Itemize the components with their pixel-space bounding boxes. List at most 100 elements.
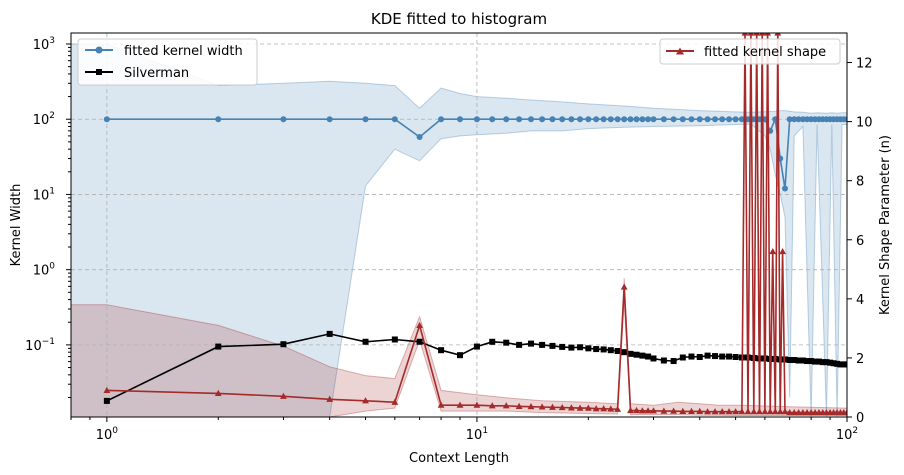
point-0-28 [645, 116, 652, 123]
y-right-tick-label-3: 6 [856, 234, 864, 249]
point-1-31 [670, 358, 677, 365]
point-2-72 [843, 408, 847, 416]
point-2-57 [786, 408, 794, 416]
point-2-14 [538, 403, 546, 410]
point-0-2 [280, 116, 287, 123]
point-2-32 [679, 407, 687, 414]
point-2-20 [592, 405, 600, 412]
point-2-42 [744, 408, 752, 415]
legend-silverman-label: Silverman [124, 66, 189, 81]
point-1-3 [326, 330, 333, 337]
y-axis-left-label: Kernel Width [9, 184, 24, 267]
point-2-44 [750, 408, 758, 415]
point-0-31 [670, 116, 677, 123]
point-1-28 [645, 353, 652, 360]
point-2-22 [607, 405, 615, 412]
point-1-33 [688, 353, 695, 360]
point-1-37 [719, 353, 726, 360]
point-2-3 [326, 395, 334, 402]
point-0-11 [503, 116, 510, 123]
legend-left: fitted kernel width Silverman [77, 38, 258, 86]
point-2-37 [718, 408, 726, 415]
point-1-6 [416, 338, 423, 345]
point-0-26 [633, 116, 640, 123]
point-2-1 [214, 389, 222, 396]
point-2-51 [769, 247, 777, 255]
point-0-48 [782, 185, 789, 192]
y-right-tick-label-5: 10 [856, 116, 873, 131]
point-1-21 [600, 346, 607, 353]
point-1-29 [650, 355, 657, 362]
point-2-24 [620, 283, 628, 290]
point-0-23 [614, 116, 621, 123]
point-1-13 [528, 340, 535, 347]
point-0-22 [607, 116, 614, 123]
point-1-38 [726, 353, 733, 360]
point-2-18 [576, 404, 584, 411]
point-2-17 [567, 404, 575, 411]
point-1-53 [804, 358, 811, 365]
point-1-59 [827, 359, 834, 366]
point-2-35 [704, 408, 711, 415]
point-0-35 [704, 116, 711, 123]
point-0-5 [391, 116, 398, 123]
point-2-41 [741, 33, 749, 36]
x-axis-label: Context Length [409, 451, 509, 466]
point-1-63 [840, 361, 847, 368]
point-2-40 [738, 408, 746, 415]
point-1-18 [577, 344, 584, 351]
point-1-1 [215, 343, 222, 350]
point-1-26 [633, 351, 640, 358]
point-1-57 [819, 359, 826, 366]
point-2-50 [766, 408, 774, 415]
point-2-29 [650, 407, 657, 414]
point-1-4 [362, 338, 369, 345]
point-2-56 [781, 408, 789, 415]
point-0-29 [650, 116, 657, 123]
legend-right-box [659, 38, 841, 65]
y-right-tick-label-1: 2 [856, 352, 864, 367]
point-1-51 [795, 357, 802, 364]
point-2-48 [761, 408, 769, 415]
point-1-39 [732, 354, 739, 361]
point-0-10 [489, 116, 496, 123]
point-1-34 [696, 354, 703, 361]
point-2-11 [502, 402, 510, 409]
point-2-12 [515, 402, 523, 409]
point-1-64 [844, 361, 847, 368]
point-2-4 [362, 397, 369, 404]
point-1-36 [712, 353, 719, 360]
point-2-13 [527, 403, 535, 410]
point-0-25 [627, 116, 634, 123]
point-0-13 [528, 116, 535, 123]
point-0-4 [362, 116, 369, 123]
point-2-58 [790, 408, 798, 416]
point-2-27 [639, 407, 646, 414]
point-2-47 [758, 33, 766, 36]
point-2-9 [473, 401, 481, 408]
point-1-49 [786, 356, 793, 363]
point-1-12 [516, 341, 523, 348]
point-2-21 [600, 405, 608, 412]
band-0 [71, 43, 847, 417]
point-0-64 [844, 116, 847, 123]
point-1-62 [837, 361, 844, 368]
point-0-27 [639, 116, 646, 123]
point-2-49 [764, 33, 771, 36]
point-1-52 [799, 357, 806, 364]
point-1-24 [621, 349, 628, 356]
point-2-45 [753, 33, 761, 36]
point-1-58 [823, 359, 830, 366]
point-2-52 [771, 408, 779, 415]
point-0-18 [577, 116, 584, 123]
point-0-9 [473, 116, 480, 123]
point-1-35 [704, 352, 711, 359]
point-1-50 [791, 356, 798, 363]
point-1-7 [438, 347, 445, 354]
point-1-61 [834, 360, 841, 367]
point-2-23 [614, 405, 622, 412]
x-tick-exp-0: 0 [112, 426, 118, 436]
point-1-17 [568, 344, 575, 351]
point-0-3 [326, 116, 333, 123]
